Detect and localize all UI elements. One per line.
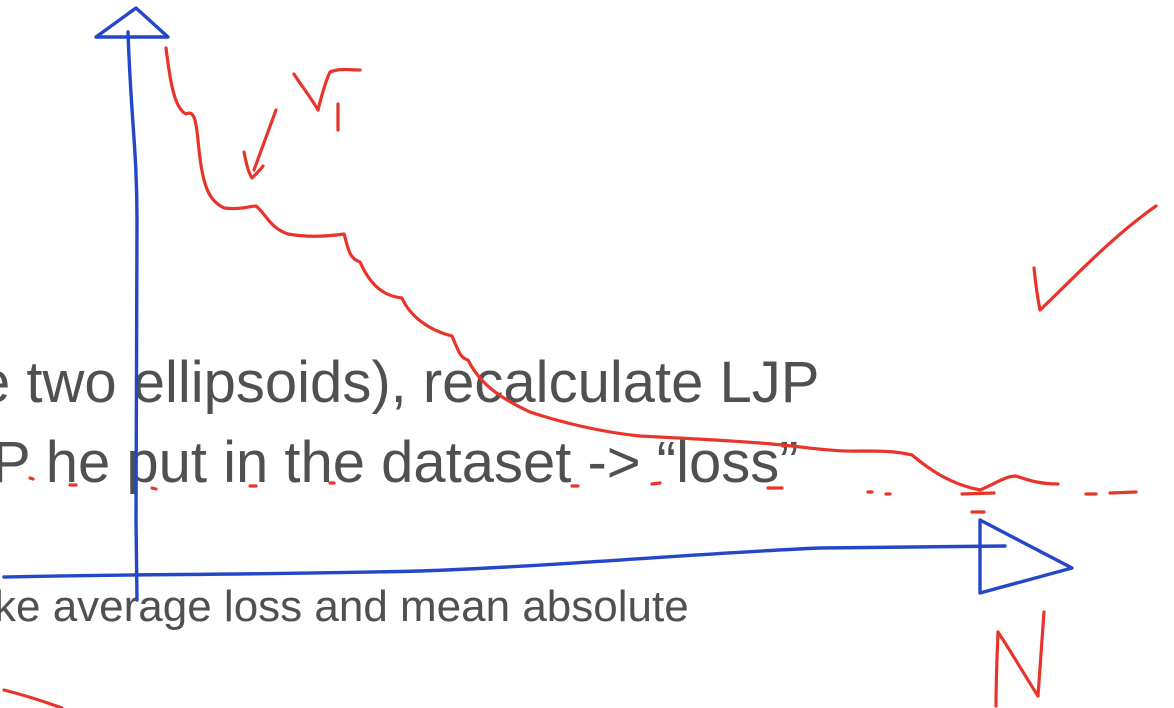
dotted-baseline (28, 476, 1138, 514)
curve-label-handwriting (292, 67, 362, 132)
y-axis-stroke (126, 30, 139, 602)
x-axis-stroke (2, 544, 1007, 579)
loss-curve-stroke (164, 46, 1060, 492)
slide-text-line-3: ke average loss and mean absolute (0, 582, 689, 631)
partial-stroke-bottom-left (2, 688, 64, 708)
slide-text-line-2: P he put in the dataset -> “loss” (0, 430, 799, 495)
y-axis-arrowhead (94, 6, 170, 39)
x-axis-label-handwriting (994, 610, 1046, 708)
pointer-arrowhead (242, 150, 265, 180)
check-mark (1032, 204, 1158, 312)
pointer-arrow-stroke (252, 108, 278, 172)
x-axis-arrowhead (978, 518, 1074, 595)
